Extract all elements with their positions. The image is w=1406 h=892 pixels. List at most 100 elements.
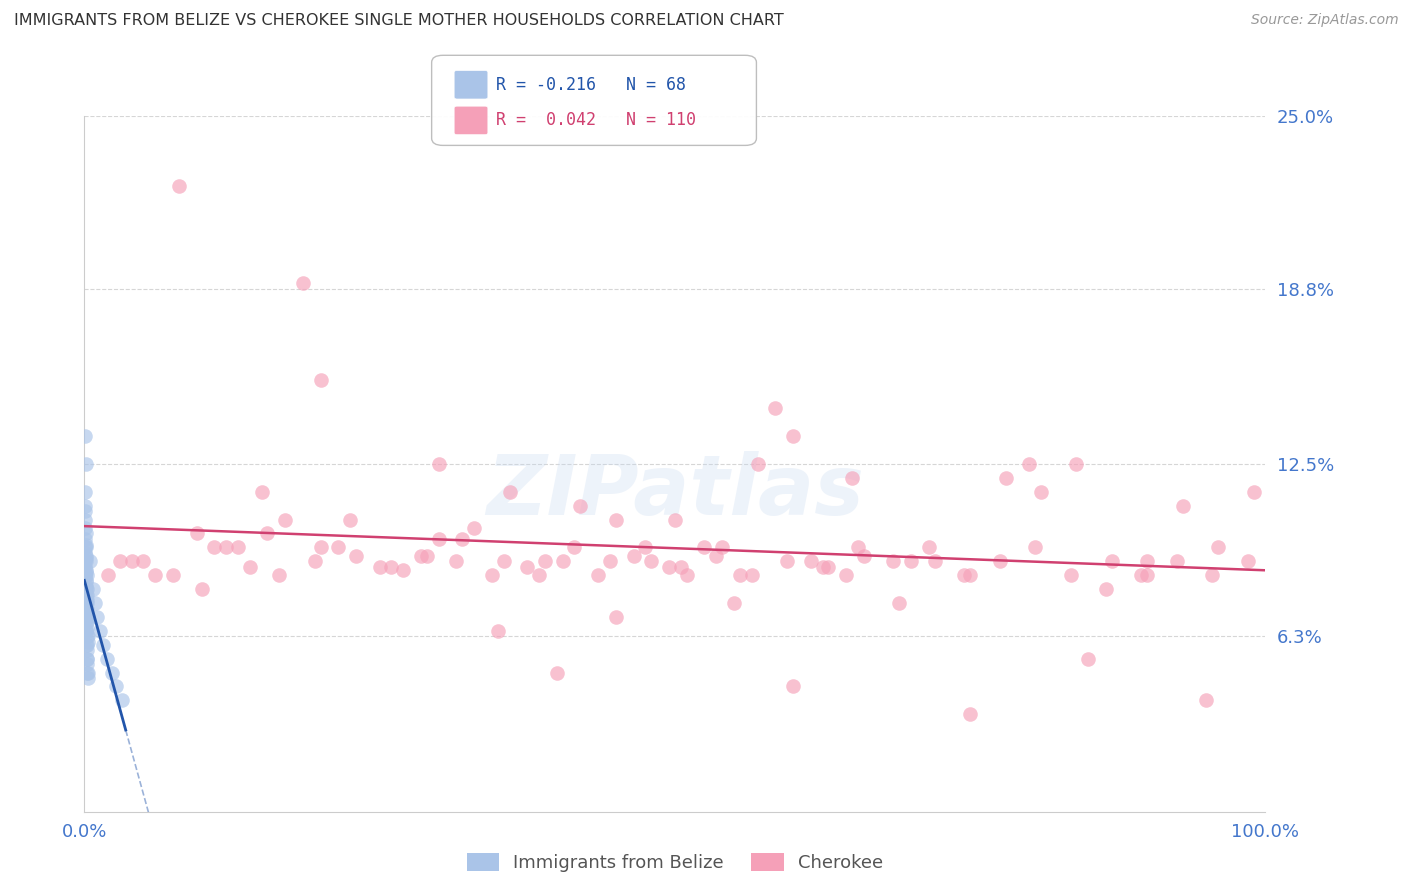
Point bbox=[76, 610, 98, 624]
Point bbox=[76, 624, 98, 638]
Point bbox=[889, 596, 911, 610]
Point bbox=[76, 554, 98, 568]
Point bbox=[392, 563, 415, 577]
Point bbox=[380, 559, 402, 574]
Text: IMMIGRANTS FROM BELIZE VS CHEROKEE SINGLE MOTHER HOUSEHOLDS CORRELATION CHART: IMMIGRANTS FROM BELIZE VS CHEROKEE SINGL… bbox=[14, 13, 783, 29]
Point bbox=[75, 610, 97, 624]
Point bbox=[91, 638, 114, 652]
Point bbox=[75, 568, 97, 582]
Point bbox=[953, 568, 976, 582]
Point bbox=[291, 276, 314, 290]
Point bbox=[1195, 693, 1218, 707]
Point bbox=[546, 665, 568, 680]
Point bbox=[75, 638, 97, 652]
Point bbox=[111, 693, 134, 707]
Point bbox=[239, 559, 262, 574]
Point bbox=[162, 568, 184, 582]
Point bbox=[76, 651, 98, 665]
Point bbox=[1077, 651, 1099, 665]
Point bbox=[75, 624, 97, 638]
Point bbox=[1136, 568, 1159, 582]
Point bbox=[1136, 554, 1159, 568]
Point bbox=[73, 484, 96, 499]
Point bbox=[1024, 541, 1046, 555]
Point bbox=[75, 615, 97, 630]
Point bbox=[1236, 554, 1258, 568]
Point bbox=[782, 429, 804, 443]
Point bbox=[76, 621, 98, 635]
Point bbox=[75, 574, 97, 588]
Point bbox=[811, 559, 834, 574]
Point bbox=[1201, 568, 1223, 582]
Point bbox=[534, 554, 557, 568]
Point bbox=[75, 499, 97, 513]
Point bbox=[551, 554, 574, 568]
Point bbox=[76, 582, 98, 596]
Point bbox=[167, 178, 190, 193]
Point bbox=[776, 554, 799, 568]
Point bbox=[339, 512, 361, 526]
Point bbox=[79, 554, 101, 568]
Point bbox=[75, 596, 97, 610]
Point bbox=[1166, 554, 1188, 568]
Point bbox=[852, 549, 875, 563]
Point bbox=[918, 541, 941, 555]
Point bbox=[1171, 499, 1194, 513]
Point bbox=[75, 568, 97, 582]
Point bbox=[100, 665, 122, 680]
Text: Source: ZipAtlas.com: Source: ZipAtlas.com bbox=[1251, 13, 1399, 28]
Point bbox=[75, 532, 97, 546]
Point bbox=[664, 512, 686, 526]
Point bbox=[1095, 582, 1118, 596]
Point bbox=[82, 582, 104, 596]
Point bbox=[73, 429, 96, 443]
Point bbox=[75, 554, 97, 568]
Point bbox=[586, 568, 609, 582]
Point bbox=[76, 638, 98, 652]
Point bbox=[132, 554, 155, 568]
Point bbox=[1059, 568, 1081, 582]
Point bbox=[900, 554, 922, 568]
Point bbox=[75, 582, 97, 596]
Point bbox=[75, 601, 97, 615]
Point bbox=[75, 610, 97, 624]
Point bbox=[75, 551, 97, 566]
Point bbox=[309, 373, 332, 387]
Point bbox=[800, 554, 823, 568]
Point bbox=[409, 549, 432, 563]
Point bbox=[304, 554, 326, 568]
Point bbox=[658, 559, 681, 574]
Point bbox=[1018, 457, 1040, 471]
Point bbox=[994, 471, 1017, 485]
Point bbox=[76, 568, 98, 582]
Point bbox=[427, 457, 450, 471]
Point bbox=[1206, 541, 1229, 555]
Point bbox=[782, 680, 804, 694]
Text: R = -0.216   N = 68: R = -0.216 N = 68 bbox=[496, 76, 686, 94]
Point bbox=[143, 568, 166, 582]
Point bbox=[835, 568, 858, 582]
Point bbox=[76, 665, 98, 680]
Point bbox=[463, 521, 485, 535]
Point bbox=[186, 526, 208, 541]
Point bbox=[623, 549, 645, 563]
Point bbox=[669, 559, 692, 574]
Point bbox=[76, 593, 98, 607]
Point bbox=[1029, 484, 1052, 499]
Legend: Immigrants from Belize, Cherokee: Immigrants from Belize, Cherokee bbox=[460, 846, 890, 880]
Point bbox=[416, 549, 439, 563]
Point bbox=[73, 541, 96, 555]
Point bbox=[569, 499, 592, 513]
Point bbox=[492, 554, 515, 568]
Point bbox=[76, 665, 98, 680]
Point bbox=[97, 568, 120, 582]
Point bbox=[1066, 457, 1088, 471]
Point bbox=[486, 624, 509, 638]
Point bbox=[882, 554, 904, 568]
Point bbox=[763, 401, 786, 416]
Point bbox=[73, 546, 96, 560]
Point bbox=[191, 582, 214, 596]
Point bbox=[89, 624, 111, 638]
Point bbox=[76, 643, 98, 657]
Point bbox=[75, 457, 97, 471]
